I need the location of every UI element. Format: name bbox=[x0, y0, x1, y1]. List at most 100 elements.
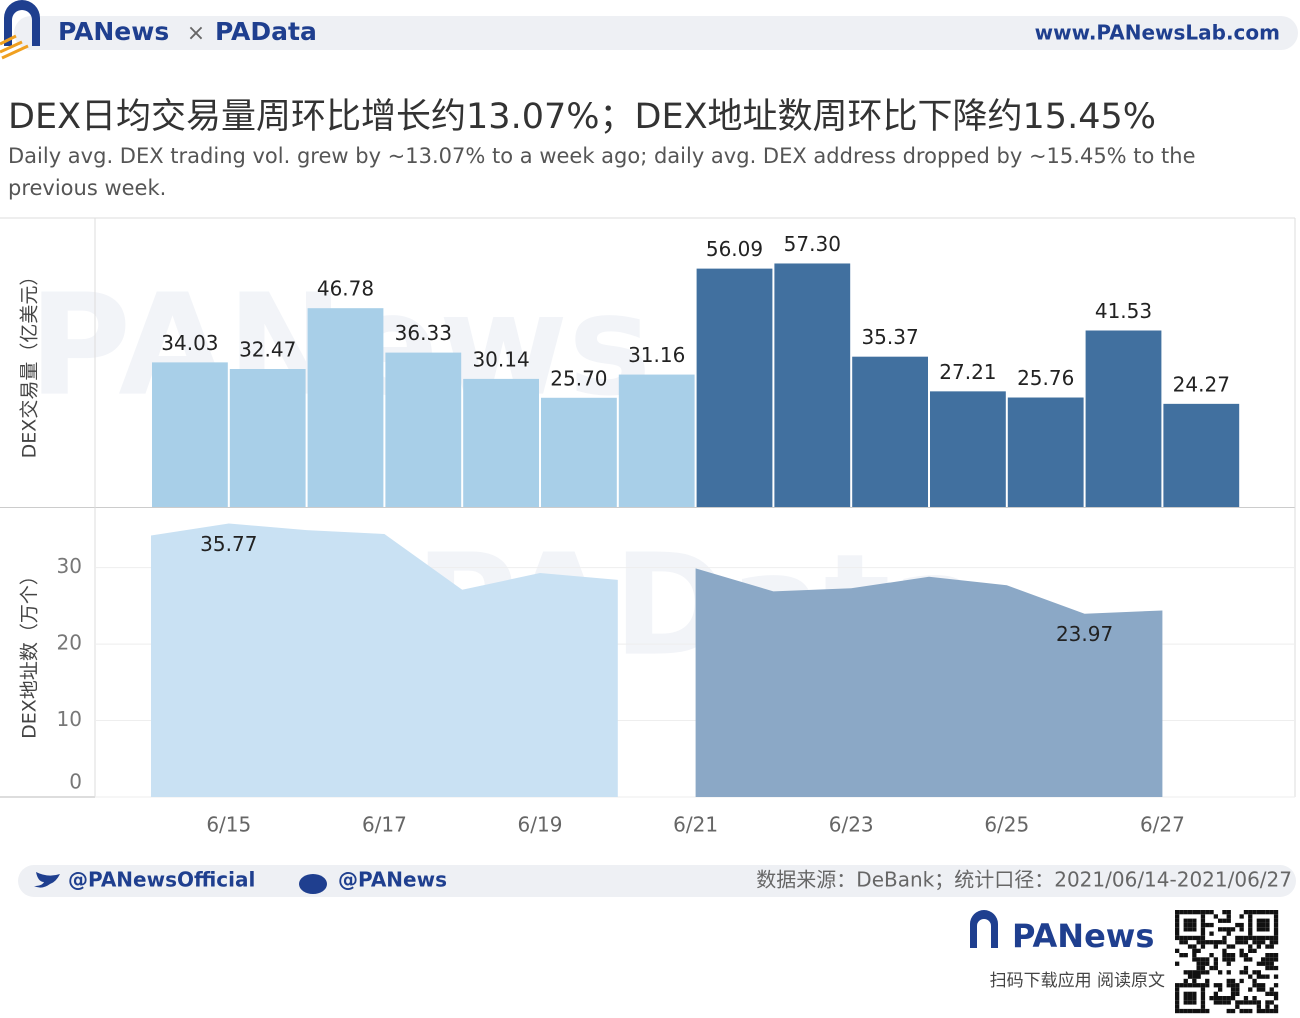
brand: PANews bbox=[58, 17, 169, 46]
qr-module bbox=[1248, 944, 1253, 949]
qr-module bbox=[1187, 991, 1193, 996]
qr-module bbox=[1187, 970, 1193, 975]
qr-module bbox=[1261, 922, 1266, 928]
qr-module bbox=[1265, 953, 1270, 958]
qr-module bbox=[1218, 918, 1223, 923]
y-tick-label: 20 bbox=[57, 631, 82, 655]
qr-module bbox=[1226, 996, 1231, 1001]
qr-module bbox=[1187, 910, 1193, 915]
value-label: 32.47 bbox=[239, 338, 296, 362]
qr-module bbox=[1209, 940, 1214, 945]
qr-module bbox=[1261, 927, 1266, 932]
qr-module bbox=[1187, 944, 1193, 949]
qr-module bbox=[1222, 1000, 1227, 1005]
qr-module bbox=[1209, 965, 1214, 971]
qr-module bbox=[1230, 996, 1236, 1001]
qr-module bbox=[1205, 922, 1210, 928]
qr-module bbox=[1192, 948, 1197, 953]
qr-module bbox=[1226, 1008, 1231, 1014]
qr-module bbox=[1239, 935, 1244, 941]
qr-module bbox=[1175, 1000, 1180, 1005]
qr-module bbox=[1226, 957, 1231, 962]
qr-module bbox=[1209, 910, 1214, 915]
qr-module bbox=[1230, 978, 1236, 984]
qr-module bbox=[1269, 1000, 1274, 1005]
qr-module bbox=[1183, 940, 1188, 945]
qr-module bbox=[1261, 1008, 1266, 1014]
qr-module bbox=[1226, 918, 1231, 923]
qr-module bbox=[1256, 961, 1261, 966]
qr-module bbox=[1256, 940, 1261, 945]
bar bbox=[152, 362, 228, 507]
qr-module bbox=[1269, 987, 1274, 992]
qr-module bbox=[1218, 996, 1223, 1001]
qr-module bbox=[1200, 965, 1206, 971]
qr-module bbox=[1222, 953, 1227, 958]
qr-module bbox=[1256, 922, 1261, 928]
qr-module bbox=[1261, 961, 1266, 966]
qr-module bbox=[1256, 987, 1261, 992]
x-tick-label: 6/17 bbox=[362, 813, 407, 837]
qr-module bbox=[1265, 922, 1270, 928]
qr-module bbox=[1205, 970, 1210, 975]
qr-module bbox=[1243, 996, 1249, 1001]
qr-module bbox=[1196, 970, 1201, 975]
footer-band bbox=[18, 865, 1296, 897]
qr-module bbox=[1183, 910, 1188, 915]
qr-module bbox=[1192, 983, 1197, 988]
bar bbox=[852, 356, 928, 507]
source: 数据来源：DeBank；统计口径：2021/06/14-2021/06/27 bbox=[756, 868, 1292, 892]
value-label: 27.21 bbox=[939, 360, 996, 384]
qr-module bbox=[1200, 914, 1206, 919]
qr-module bbox=[1239, 1008, 1244, 1014]
footer-logo: PANews bbox=[1012, 917, 1154, 955]
qr-module bbox=[1269, 940, 1274, 945]
qr-module bbox=[1222, 948, 1227, 953]
qr-module bbox=[1222, 910, 1227, 915]
qr-module bbox=[1187, 922, 1193, 928]
weibo-handle: @PANews bbox=[338, 868, 447, 892]
qr-module bbox=[1261, 935, 1266, 941]
qr-module bbox=[1183, 978, 1188, 984]
qr-module bbox=[1239, 927, 1244, 932]
value-label: 36.33 bbox=[395, 321, 452, 345]
qr-module bbox=[1256, 910, 1261, 915]
value-label: 25.70 bbox=[550, 366, 607, 390]
title: DEX日均交易量周环比增长约13.07%；DEX地址数周环比下降约15.45% bbox=[8, 97, 1156, 137]
qr-module bbox=[1222, 996, 1227, 1001]
qr-module bbox=[1239, 1000, 1244, 1005]
bar bbox=[229, 369, 306, 507]
qr-module bbox=[1226, 961, 1231, 966]
qr-module bbox=[1261, 910, 1266, 915]
qr-module bbox=[1269, 965, 1274, 971]
qr-module bbox=[1239, 948, 1244, 953]
qr-module bbox=[1230, 957, 1236, 962]
qr-module bbox=[1248, 948, 1253, 953]
qr-module bbox=[1192, 922, 1197, 928]
qr-module bbox=[1196, 948, 1201, 953]
qr-module bbox=[1213, 914, 1218, 919]
qr-module bbox=[1248, 974, 1253, 979]
y-tick-label: 10 bbox=[57, 707, 82, 731]
qr-module bbox=[1273, 1008, 1279, 1014]
qr-module bbox=[1205, 910, 1210, 915]
x-tick-label: 6/19 bbox=[518, 813, 563, 837]
qr-module bbox=[1230, 991, 1236, 996]
qr-module bbox=[1235, 940, 1240, 945]
qr-module bbox=[1213, 940, 1218, 945]
qr-module bbox=[1243, 940, 1249, 945]
qr-module bbox=[1175, 996, 1180, 1001]
qr-module bbox=[1256, 970, 1261, 975]
brand: PAData bbox=[215, 17, 317, 46]
bar bbox=[774, 263, 851, 507]
qr-module bbox=[1248, 935, 1253, 941]
qr-module bbox=[1252, 940, 1257, 945]
qr-module bbox=[1269, 944, 1274, 949]
qr-module bbox=[1243, 953, 1249, 958]
qr-module bbox=[1192, 957, 1197, 962]
qr-module bbox=[1273, 940, 1279, 945]
qr-module bbox=[1273, 957, 1279, 962]
qr-module bbox=[1273, 918, 1279, 923]
qr-module bbox=[1273, 953, 1279, 958]
qr-module bbox=[1218, 927, 1223, 932]
